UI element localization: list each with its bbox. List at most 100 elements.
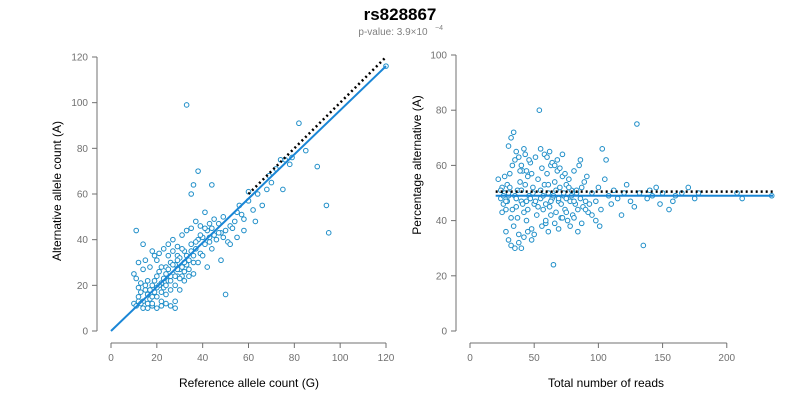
left-data-point (165, 252, 172, 259)
right-data-point (618, 212, 625, 218)
right-y-tick-label: 60 (436, 161, 448, 172)
left-data-point (302, 147, 309, 154)
left-data-point (190, 182, 197, 188)
left-data-point (202, 241, 208, 248)
left-data-point (154, 305, 160, 311)
left-data-point (135, 293, 142, 300)
right-data-point (582, 198, 589, 205)
right-data-point (586, 201, 593, 207)
right-data-point (614, 195, 621, 202)
left-data-point (181, 277, 188, 284)
left-data-point (296, 120, 302, 127)
left-data-point (179, 232, 185, 238)
left-data-point (211, 216, 217, 222)
left-data-point (176, 275, 183, 282)
left-data-point (209, 246, 215, 252)
left-data-point (140, 241, 146, 248)
left-data-point (323, 202, 330, 209)
right-y-tick-label: 80 (436, 106, 448, 117)
right-data-point (521, 234, 527, 240)
right-data-point (512, 157, 518, 163)
right-data-point (508, 215, 514, 221)
right-data-point (531, 231, 537, 238)
left-data-point (250, 207, 256, 213)
right-data-point (513, 204, 520, 210)
right-data-point (571, 168, 577, 174)
right-data-point (536, 107, 543, 113)
left-data-point (252, 218, 259, 225)
right-data-point (507, 170, 513, 177)
right-data-point (514, 215, 521, 221)
left-x-tick-label: 80 (289, 353, 301, 364)
right-data-point (518, 245, 525, 251)
left-panel: Reference allele count (G) Alternative a… (50, 53, 395, 391)
right-data-point (644, 195, 650, 202)
right-x-axis-label: Total number of reads (548, 376, 664, 390)
left-expected-line (247, 56, 387, 195)
right-data-point (603, 157, 609, 163)
right-data-point (510, 129, 517, 136)
left-fit-line (110, 65, 387, 332)
left-data-point (135, 284, 142, 291)
left-data-point (268, 179, 275, 186)
right-data-point (593, 198, 599, 205)
left-data-point (131, 271, 137, 277)
right-data-point (554, 157, 561, 163)
right-data-point (508, 242, 514, 249)
right-data-point (537, 146, 544, 152)
right-data-point (509, 206, 516, 213)
right-data-point (551, 179, 558, 185)
right-data-point (640, 242, 647, 249)
left-data-point (154, 273, 160, 280)
right-y-tick-label: 40 (436, 216, 448, 227)
right-data-point (539, 223, 545, 229)
right-data-point (670, 198, 676, 205)
left-y-tick-label: 120 (71, 53, 88, 64)
right-data-point (505, 143, 512, 149)
right-data-point (551, 220, 558, 227)
right-data-point (739, 195, 745, 202)
right-data-point (555, 226, 562, 232)
left-data-point (254, 191, 261, 197)
left-y-tick-label: 60 (77, 190, 89, 201)
right-data-point (593, 217, 599, 224)
left-data-point (179, 246, 185, 252)
left-data-point (174, 257, 181, 264)
right-data-point (575, 228, 581, 235)
left-data-point (158, 298, 165, 305)
left-data-point (163, 271, 169, 277)
right-data-point (598, 206, 604, 213)
left-data-point (149, 300, 156, 307)
right-data-point (521, 209, 527, 216)
left-y-tick-label: 20 (77, 281, 89, 292)
left-data-point (206, 239, 213, 245)
right-data-point (577, 195, 584, 202)
right-data-point (528, 237, 535, 243)
left-data-point (144, 300, 151, 307)
right-data-point (634, 121, 640, 127)
right-y-tick-label: 100 (430, 51, 447, 62)
left-data-point (163, 282, 169, 289)
left-data-point (213, 236, 220, 243)
left-data-point (192, 239, 199, 245)
left-data-point (241, 216, 247, 222)
left-data-point (220, 214, 227, 220)
left-data-point (163, 291, 169, 298)
left-data-point (190, 271, 197, 277)
right-data-point (596, 223, 603, 229)
left-data-point (172, 273, 178, 280)
left-data-point (172, 282, 178, 289)
right-data-point (576, 162, 582, 169)
left-data-point (156, 268, 162, 275)
left-data-point (149, 293, 156, 300)
right-data-point (551, 162, 558, 169)
left-data-point (195, 168, 201, 174)
left-data-point (170, 236, 176, 243)
right-data-point (567, 223, 573, 229)
right-data-point (542, 217, 549, 224)
left-data-point (209, 182, 215, 188)
left-data-point (222, 227, 229, 234)
left-data-point (142, 287, 149, 293)
left-data-point (147, 264, 153, 270)
right-data-point (566, 176, 572, 182)
